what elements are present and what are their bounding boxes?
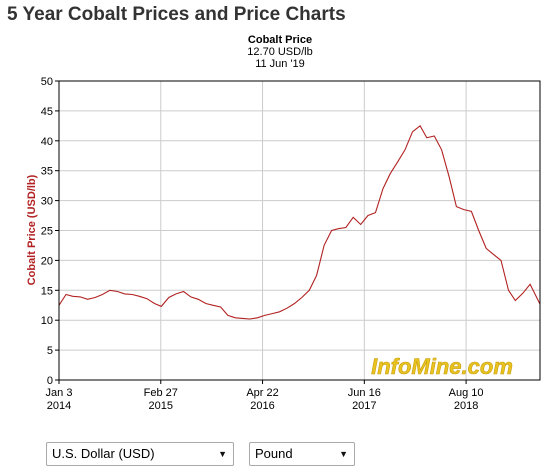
caption-price: 12.70 USD/lb (247, 46, 313, 58)
chart-caption: Cobalt Price 12.70 USD/lb 11 Jun '19 (180, 34, 380, 70)
x-tick-year: 2017 (352, 400, 376, 412)
y-tick-label: 20 (41, 255, 53, 267)
caption-title: Cobalt Price (247, 34, 313, 46)
unit-select[interactable]: Pound ▼ (249, 442, 355, 466)
y-tick-label: 15 (41, 285, 53, 297)
page-title: 5 Year Cobalt Prices and Price Charts (7, 4, 346, 25)
watermark-text: InfoMine.com (371, 354, 513, 379)
y-axis-label: Cobalt Price (USD/lb) (26, 174, 38, 285)
axes (55, 80, 541, 384)
plot-border (58, 80, 541, 381)
x-tick-label: Jan 3 (46, 387, 73, 399)
series-line-cobalt (58, 124, 541, 320)
chevron-down-icon: ▼ (339, 449, 348, 459)
y-tick-label: 25 (41, 226, 53, 238)
chevron-down-icon: ▼ (218, 449, 227, 459)
y-tick-label: 0 (47, 375, 53, 387)
y-tick-label: 50 (41, 76, 53, 88)
y-tick-label: 5 (47, 345, 53, 357)
x-tick-label: Feb 27 (144, 387, 178, 399)
watermark: InfoMine.com (371, 354, 513, 380)
y-tick-label: 35 (41, 166, 53, 178)
currency-select[interactable]: U.S. Dollar (USD) ▼ (46, 442, 234, 466)
grid-lines (58, 80, 540, 381)
y-tick-label: 10 (41, 315, 53, 327)
y-tick-label: 30 (41, 196, 53, 208)
y-tick-label: 40 (41, 136, 53, 148)
x-tick-year: 2018 (454, 400, 478, 412)
y-tick-label: 45 (41, 106, 53, 118)
y-tick-labels: 0 5 10 15 20 25 30 35 40 45 50 (41, 76, 53, 387)
caption-date: 11 Jun '19 (255, 58, 305, 70)
currency-select-value: U.S. Dollar (USD) (52, 446, 155, 461)
unit-select-value: Pound (255, 446, 293, 461)
x-tick-label: Apr 22 (246, 387, 278, 399)
x-tick-year: 2014 (47, 400, 71, 412)
x-tick-year: 2015 (149, 400, 173, 412)
x-tick-label: Jun 16 (348, 387, 381, 399)
x-tick-year: 2016 (250, 400, 274, 412)
x-tick-label: Aug 10 (449, 387, 484, 399)
